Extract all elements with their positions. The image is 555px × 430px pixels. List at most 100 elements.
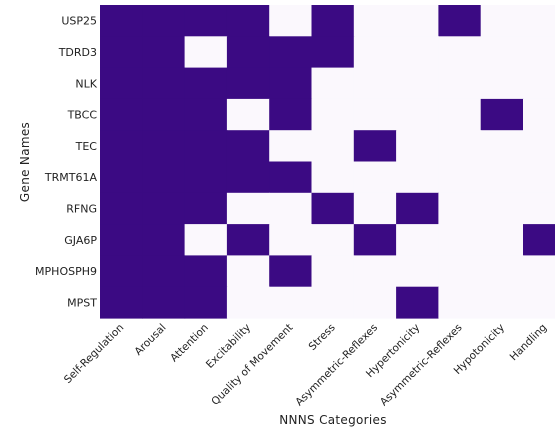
- heatmap-cell: [438, 255, 482, 288]
- heatmap-cell: [353, 224, 397, 256]
- heatmap-cell: [353, 255, 397, 288]
- x-tick-labels: Self-Regulation Arousal AttentionExcitabil…: [62, 322, 549, 409]
- heatmap-cell: [184, 36, 228, 69]
- heatmap-cell: [438, 192, 482, 225]
- heatmap-cell: [353, 98, 397, 131]
- heatmap-cell: [523, 130, 555, 163]
- heatmap-cell: [184, 67, 228, 100]
- heatmap-cell: [523, 192, 555, 225]
- heatmap-cell: [184, 192, 228, 225]
- x-tick-label: Attention: [168, 322, 211, 365]
- heatmap-cell: [226, 5, 270, 37]
- heatmap-cells: [100, 5, 555, 319]
- heatmap-cell: [226, 130, 270, 163]
- heatmap-cell: [269, 161, 313, 194]
- y-axis-title: Gene Names: [18, 122, 32, 202]
- heatmap-cell: [353, 36, 397, 69]
- heatmap-cell: [480, 36, 524, 69]
- heatmap-cell: [396, 224, 439, 256]
- y-tick-label: TEC: [75, 140, 98, 153]
- y-tick-label: RFNG: [66, 202, 97, 215]
- heatmap-cell: [523, 67, 555, 100]
- heatmap-cell: [438, 36, 482, 69]
- heatmap-cell: [480, 161, 524, 194]
- heatmap-cell: [480, 224, 524, 256]
- heatmap-cell: [269, 36, 313, 69]
- heatmap-cell: [311, 130, 355, 163]
- heatmap-cell: [142, 98, 186, 131]
- heatmap-cell: [269, 98, 313, 131]
- heatmap-cell: [311, 67, 355, 100]
- y-tick-label: TBCC: [67, 109, 98, 122]
- heatmap-cell: [523, 36, 555, 69]
- heatmap-cell: [396, 5, 439, 37]
- heatmap-cell: [142, 130, 186, 163]
- heatmap-cell: [396, 98, 439, 131]
- heatmap-cell: [523, 161, 555, 194]
- heatmap-cell: [226, 36, 270, 69]
- heatmap-cell: [100, 255, 143, 288]
- heatmap-cell: [142, 286, 186, 319]
- heatmap-cell: [142, 255, 186, 288]
- heatmap-cell: [396, 192, 439, 225]
- heatmap-cell: [269, 224, 313, 256]
- heatmap-cell: [438, 286, 482, 319]
- heatmap-cell: [226, 192, 270, 225]
- heatmap-cell: [226, 98, 270, 131]
- heatmap-cell: [480, 67, 524, 100]
- heatmap-cell: [100, 224, 143, 256]
- heatmap-cell: [269, 130, 313, 163]
- heatmap-cell: [353, 130, 397, 163]
- heatmap-cell: [438, 5, 482, 37]
- heatmap-cell: [100, 5, 143, 37]
- heatmap-cell: [142, 5, 186, 37]
- y-tick-label: NLK: [75, 77, 97, 90]
- heatmap-cell: [100, 67, 143, 100]
- heatmap-cell: [184, 286, 228, 319]
- x-tick-label: Self-Regulation: [62, 322, 126, 386]
- heatmap-cell: [353, 192, 397, 225]
- heatmap-cell: [480, 255, 524, 288]
- heatmap-cell: [184, 255, 228, 288]
- x-tick-label: Arousal: [132, 322, 168, 358]
- heatmap-cell: [438, 161, 482, 194]
- heatmap-cell: [226, 161, 270, 194]
- heatmap-cell: [311, 5, 355, 37]
- y-tick-label: TRMT61A: [44, 171, 98, 184]
- x-tick-label: Stress: [306, 322, 337, 353]
- heatmap-cell: [353, 161, 397, 194]
- heatmap-cell: [269, 67, 313, 100]
- heatmap-cell: [438, 67, 482, 100]
- heatmap-cell: [226, 255, 270, 288]
- y-tick-label: TDRD3: [58, 46, 97, 59]
- heatmap-cell: [226, 286, 270, 319]
- heatmap-cell: [269, 192, 313, 225]
- heatmap-cell: [523, 5, 555, 37]
- heatmap-cell: [523, 255, 555, 288]
- heatmap-cell: [142, 67, 186, 100]
- heatmap-cell: [480, 286, 524, 319]
- heatmap-cell: [523, 286, 555, 319]
- heatmap-cell: [269, 5, 313, 37]
- heatmap-cell: [438, 98, 482, 131]
- heatmap-cell: [396, 67, 439, 100]
- heatmap-cell: [184, 98, 228, 131]
- heatmap-cell: [100, 192, 143, 225]
- heatmap-cell: [353, 67, 397, 100]
- y-tick-label: USP25: [61, 15, 97, 28]
- heatmap-cell: [396, 255, 439, 288]
- heatmap-cell: [438, 130, 482, 163]
- heatmap-cell: [480, 130, 524, 163]
- heatmap-cell: [396, 130, 439, 163]
- y-tick-label: MPST: [67, 296, 97, 309]
- heatmap-cell: [269, 286, 313, 319]
- y-tick-label: MPHOSPH9: [35, 265, 97, 278]
- x-axis-title: NNNS Categories: [279, 413, 387, 427]
- heatmap-cell: [311, 255, 355, 288]
- heatmap-cell: [311, 224, 355, 256]
- heatmap-cell: [311, 286, 355, 319]
- heatmap-cell: [523, 98, 555, 131]
- y-tick-label: GJA6P: [64, 234, 97, 247]
- y-tick-labels: USP25 TDRD3 NLK TBCC TEC TRMT61A RFNG GJA6P MPHO…: [35, 15, 98, 310]
